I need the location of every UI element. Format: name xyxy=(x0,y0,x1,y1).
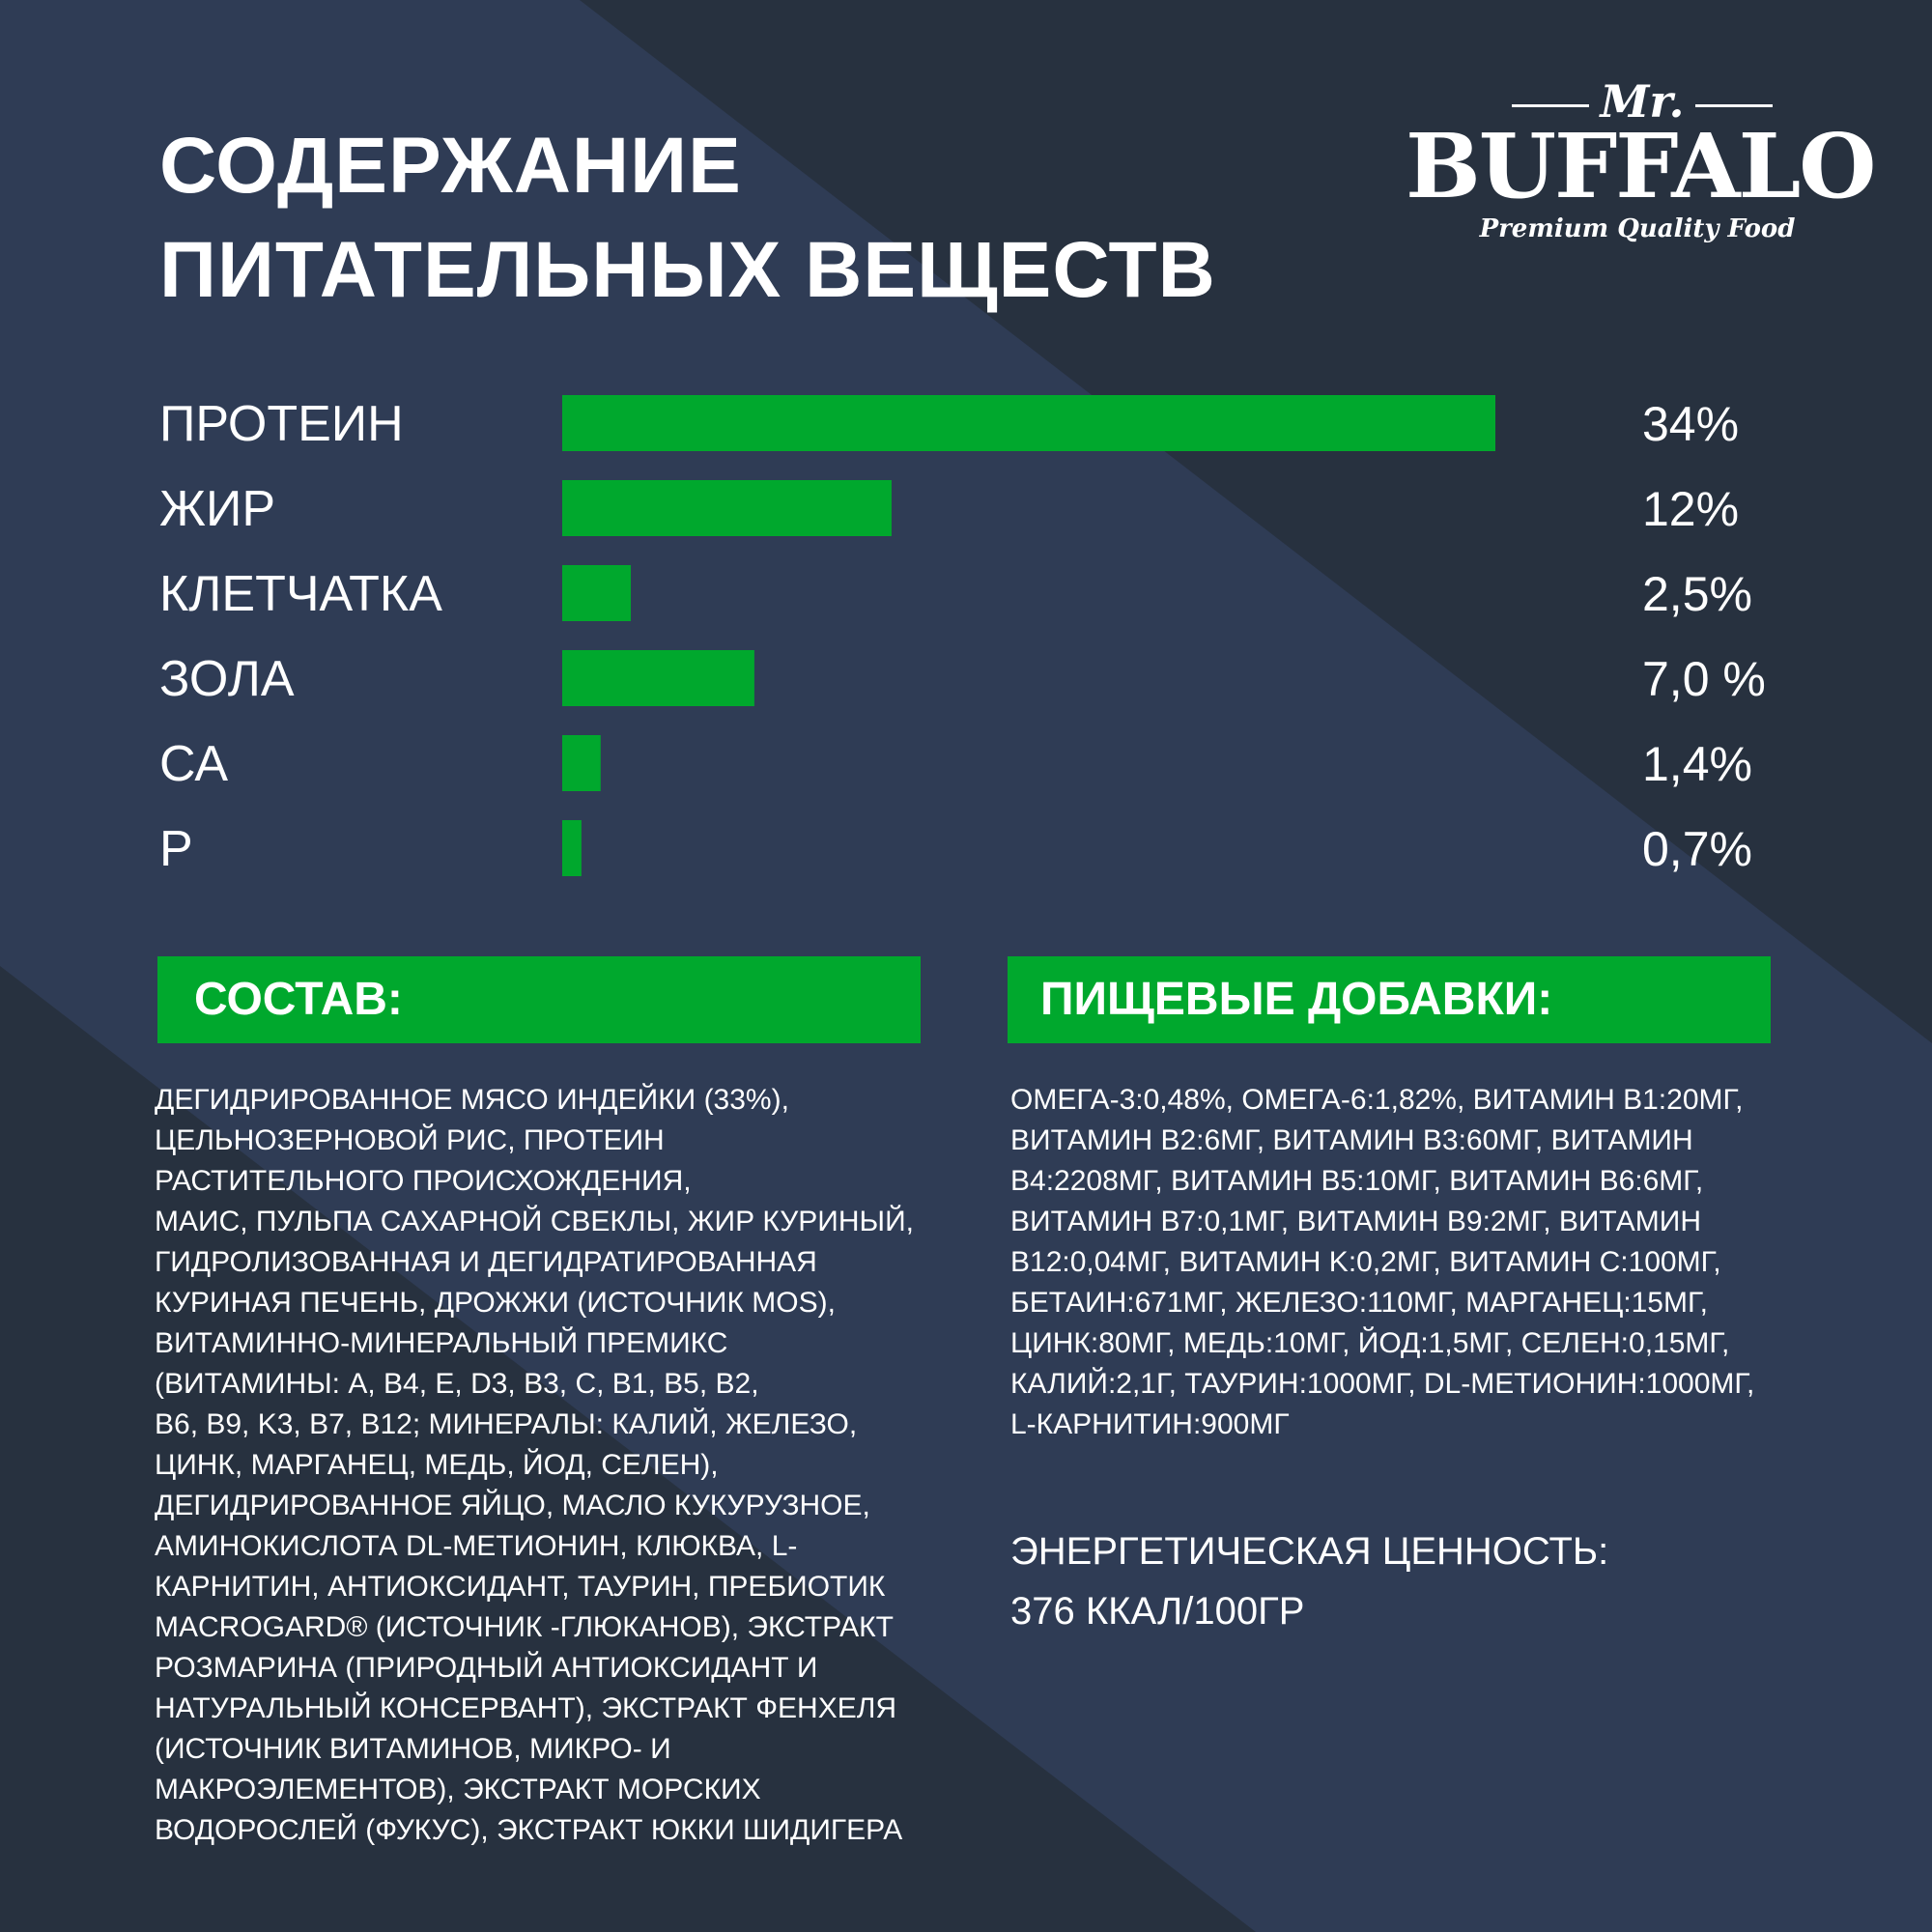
category-label: ЖИР xyxy=(159,481,275,537)
bar xyxy=(562,395,1495,451)
bar xyxy=(562,735,601,791)
energy-value: 376 ККАЛ/100ГР xyxy=(1010,1590,1305,1633)
energy-value-block: ЭНЕРГЕТИЧЕСКАЯ ЦЕННОСТЬ: 376 ККАЛ/100ГР xyxy=(1010,1521,1783,1641)
bar xyxy=(562,820,582,876)
category-label: СА xyxy=(159,736,228,792)
brand-logo: Mr. BUFFALO Premium Quality Food xyxy=(1406,68,1876,261)
value-label: 2,5% xyxy=(1642,567,1752,621)
composition-heading: СОСТАВ: xyxy=(157,956,921,1043)
title-line-2: ПИТАТЕЛЬНЫХ ВЕЩЕСТВ xyxy=(159,226,1216,314)
logo-line-right xyxy=(1695,104,1773,107)
additives-heading: ПИЩЕВЫЕ ДОБАВКИ: xyxy=(1008,956,1771,1043)
value-label: 7,0 % xyxy=(1642,652,1766,706)
category-label: ПРОТЕИН xyxy=(159,396,404,452)
logo-brand: BUFFALO xyxy=(1406,114,1876,218)
title-line-1: СОДЕРЖАНИЕ xyxy=(159,122,742,210)
value-label: 0,7% xyxy=(1642,822,1752,876)
logo-line-left xyxy=(1512,104,1589,107)
category-label: ЗОЛА xyxy=(159,651,295,707)
energy-label: ЭНЕРГЕТИЧЕСКАЯ ЦЕННОСТЬ: xyxy=(1010,1530,1609,1573)
logo-mr-row: Mr. xyxy=(1406,75,1869,128)
value-label: 12% xyxy=(1642,482,1739,536)
additives-text: ОМЕГА-3:0,48%, ОМЕГА-6:1,82%, ВИТАМИН B1… xyxy=(1010,1084,1755,1440)
bar xyxy=(562,565,632,621)
logo-mr: Mr. xyxy=(1600,75,1685,128)
value-label: 1,4% xyxy=(1642,737,1752,791)
page-title: СОДЕРЖАНИЕ ПИТАТЕЛЬНЫХ ВЕЩЕСТВ xyxy=(159,114,1216,323)
composition-text: ДЕГИДРИРОВАННОЕ МЯСО ИНДЕЙКИ (33%), ЦЕЛЬ… xyxy=(155,1084,914,1846)
bar xyxy=(562,650,754,706)
bar xyxy=(562,480,892,536)
logo-tagline: Premium Quality Food xyxy=(1479,214,1796,243)
nutrient-bar-chart: ПРОТЕИН 34% ЖИР 12% КЛЕТЧАТКА 2,5% ЗОЛА 7,0 % СА… xyxy=(159,395,1766,877)
category-label: КЛЕТЧАТКА xyxy=(159,566,442,622)
value-label: 34% xyxy=(1642,397,1739,451)
category-label: Р xyxy=(159,821,193,877)
